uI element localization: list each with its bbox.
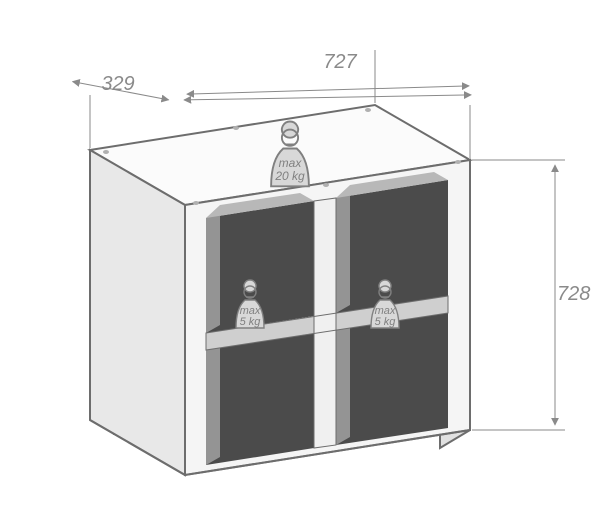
opening-bl [206,333,314,465]
weight-label: 5 kg [375,316,397,328]
opening-br [336,312,448,445]
weight-label: max [279,156,303,170]
screw-dot [455,160,461,164]
dim-width-label: 727 [323,51,357,73]
screw-dot [233,126,239,130]
weight-label: 5 kg [240,316,262,328]
screw-dot [323,183,329,187]
dim-height-label: 728 [557,283,590,305]
opening-tr [336,180,448,313]
screw-dot [103,150,109,154]
weight-label: 20 kg [274,169,305,183]
mullion [314,198,336,448]
dim-depth-label: 329 [101,73,134,95]
left-side [90,150,185,475]
screw-dot [365,108,371,112]
screw-dot [193,201,199,205]
dim-width [90,78,470,115]
